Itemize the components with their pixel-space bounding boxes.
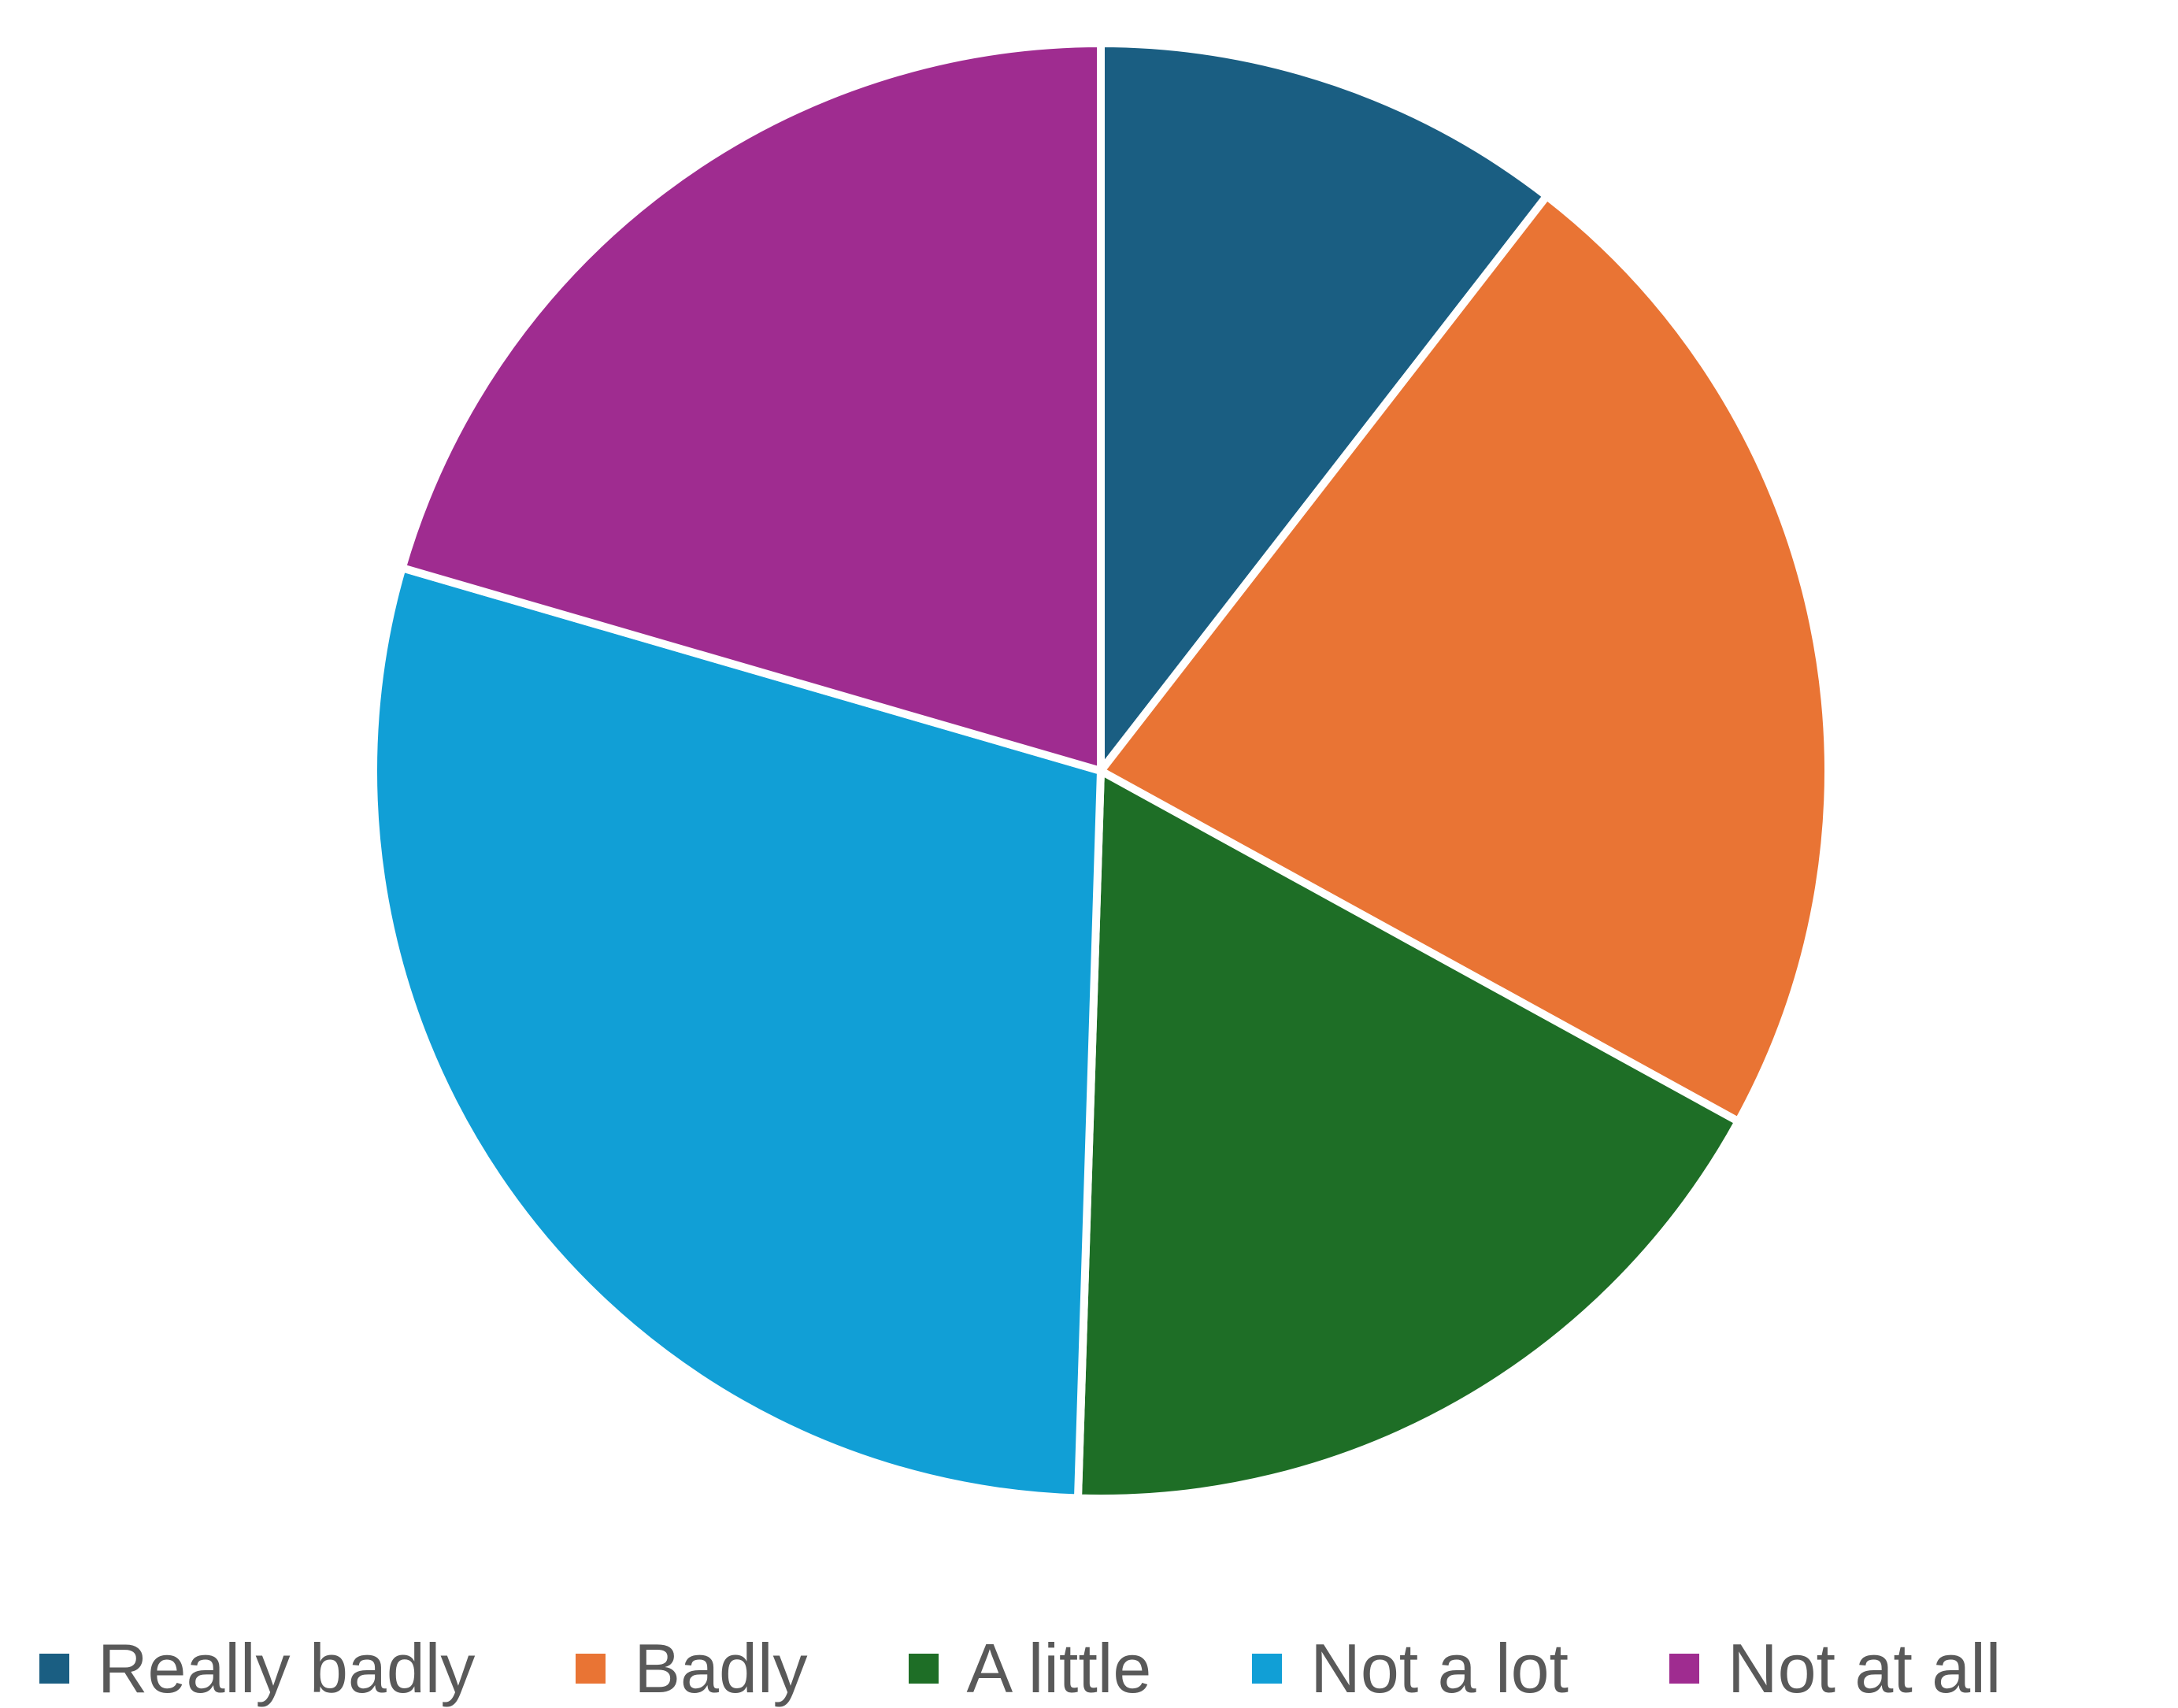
- legend-label-really-badly: Really badly: [98, 1628, 476, 1707]
- legend-swatch-a-little: [908, 1653, 939, 1684]
- legend-item-not-at-all: Not at all: [1669, 1628, 2001, 1708]
- legend-item-not-a-lot: Not a lot: [1252, 1628, 1569, 1708]
- legend-label-badly: Badly: [634, 1628, 808, 1707]
- legend-swatch-not-at-all: [1669, 1653, 1700, 1684]
- legend-swatch-really-badly: [39, 1653, 69, 1684]
- legend-label-not-a-lot: Not a lot: [1310, 1628, 1569, 1707]
- legend-label-not-at-all: Not at all: [1728, 1628, 2002, 1707]
- pie-slice-not-a-lot: [369, 564, 1105, 1502]
- legend: Really badly Badly A little Not a lot No…: [39, 1628, 2178, 1708]
- legend-swatch-badly: [576, 1653, 606, 1684]
- pie-slice-badly: [1097, 191, 1832, 1126]
- pie-slice-not-at-all: [398, 39, 1105, 775]
- legend-item-a-little: A little: [908, 1628, 1152, 1708]
- legend-item-badly: Badly: [576, 1628, 808, 1708]
- legend-item-really-badly: Really badly: [39, 1628, 475, 1708]
- legend-swatch-not-a-lot: [1252, 1653, 1283, 1684]
- pie-slice-a-little: [1073, 767, 1743, 1502]
- pie-slice-really-badly: [1097, 39, 1551, 775]
- legend-label-a-little: A little: [966, 1628, 1152, 1707]
